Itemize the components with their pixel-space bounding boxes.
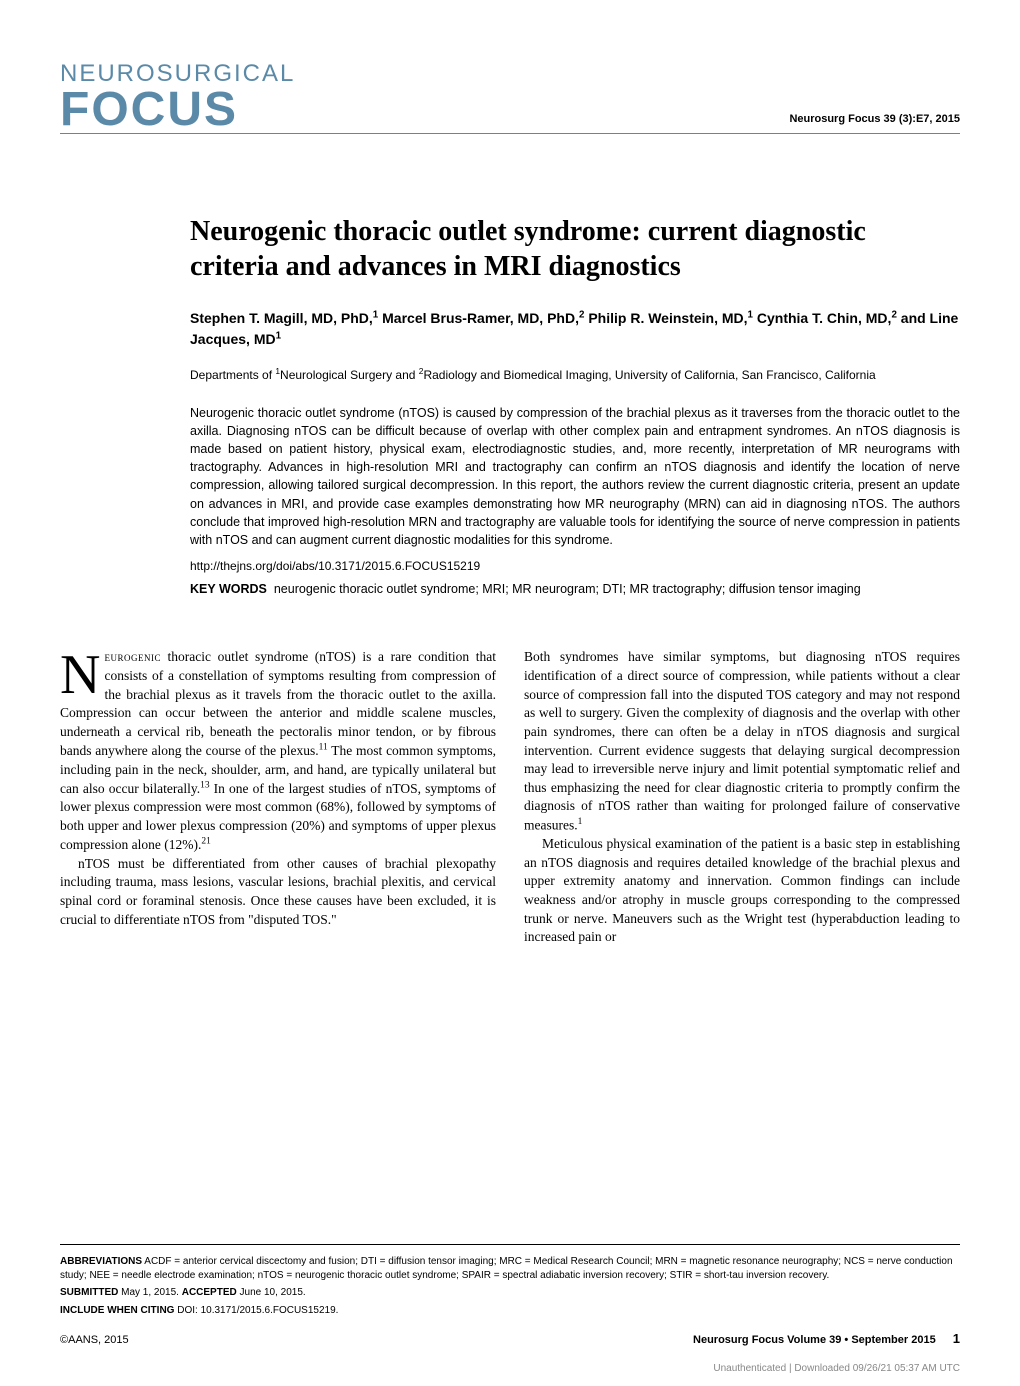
article-authors: Stephen T. Magill, MD, PhD,1 Marcel Brus…: [190, 308, 960, 350]
submitted-text: May 1, 2015.: [118, 1287, 181, 1298]
keywords-value: neurogenic thoracic outlet syndrome; MRI…: [274, 582, 861, 596]
footer-citing: INCLUDE WHEN CITING DOI: 10.3171/2015.6.…: [60, 1304, 960, 1318]
abbrev-label: ABBREVIATIONS: [60, 1256, 142, 1267]
p1-rest: thoracic outlet syndrome (nTOS) is a rar…: [60, 649, 496, 852]
page-number: 1: [953, 1331, 960, 1346]
article-abstract: Neurogenic thoracic outlet syndrome (nTO…: [190, 404, 960, 549]
footer-section: ABBREVIATIONS ACDF = anterior cervical d…: [60, 1244, 960, 1346]
article-meta: Neurogenic thoracic outlet syndrome: cur…: [190, 214, 960, 598]
citation-text: Neurosurg Focus 39 (3):E7, 2015: [789, 113, 960, 125]
footer-rule: [60, 1244, 960, 1245]
article-affiliations: Departments of 1Neurological Surgery and…: [190, 366, 960, 384]
article-keywords: KEY WORDS neurogenic thoracic outlet syn…: [190, 581, 960, 599]
accepted-label: ACCEPTED: [182, 1287, 237, 1298]
journal-brand: NEUROSURGICAL FOCUS: [60, 60, 295, 131]
copyright: ©AANS, 2015: [60, 1334, 129, 1346]
footer-abbreviations: ABBREVIATIONS ACDF = anterior cervical d…: [60, 1255, 960, 1282]
body-p1: Neurogenic thoracic outlet syndrome (nTO…: [60, 648, 496, 854]
page-footer: ©AANS, 2015 Neurosurg Focus Volume 39 • …: [60, 1331, 960, 1346]
citing-label: INCLUDE WHEN CITING: [60, 1305, 174, 1316]
footer-right: Neurosurg Focus Volume 39 • September 20…: [693, 1331, 960, 1346]
dropcap: N: [60, 648, 104, 700]
watermark: Unauthenticated | Downloaded 09/26/21 05…: [713, 1363, 960, 1374]
citing-text: DOI: 10.3171/2015.6.FOCUS15219.: [174, 1305, 338, 1316]
submitted-label: SUBMITTED: [60, 1287, 118, 1298]
body-p4: Meticulous physical examination of the p…: [524, 835, 960, 947]
article-title: Neurogenic thoracic outlet syndrome: cur…: [190, 214, 960, 284]
footer-dates: SUBMITTED May 1, 2015. ACCEPTED June 10,…: [60, 1286, 960, 1300]
journal-issue: Neurosurg Focus Volume 39 • September 20…: [693, 1334, 936, 1346]
accepted-text: June 10, 2015.: [237, 1287, 306, 1298]
abbrev-text: ACDF = anterior cervical discectomy and …: [60, 1256, 953, 1281]
column-right: Both syndromes have similar symptoms, bu…: [524, 648, 960, 947]
body-columns: Neurogenic thoracic outlet syndrome (nTO…: [60, 648, 960, 947]
body-p3: Both syndromes have similar symptoms, bu…: [524, 648, 960, 835]
column-left: Neurogenic thoracic outlet syndrome (nTO…: [60, 648, 496, 947]
journal-header: NEUROSURGICAL FOCUS Neurosurg Focus 39 (…: [60, 60, 960, 134]
header-citation: Neurosurg Focus 39 (3):E7, 2015: [789, 113, 960, 131]
brand-bottom: FOCUS: [60, 88, 295, 131]
body-p2: nTOS must be differentiated from other c…: [60, 855, 496, 930]
lead-word: eurogenic: [104, 649, 161, 664]
doi-link[interactable]: http://thejns.org/doi/abs/10.3171/2015.6…: [190, 559, 960, 573]
keywords-label: KEY WORDS: [190, 582, 267, 596]
